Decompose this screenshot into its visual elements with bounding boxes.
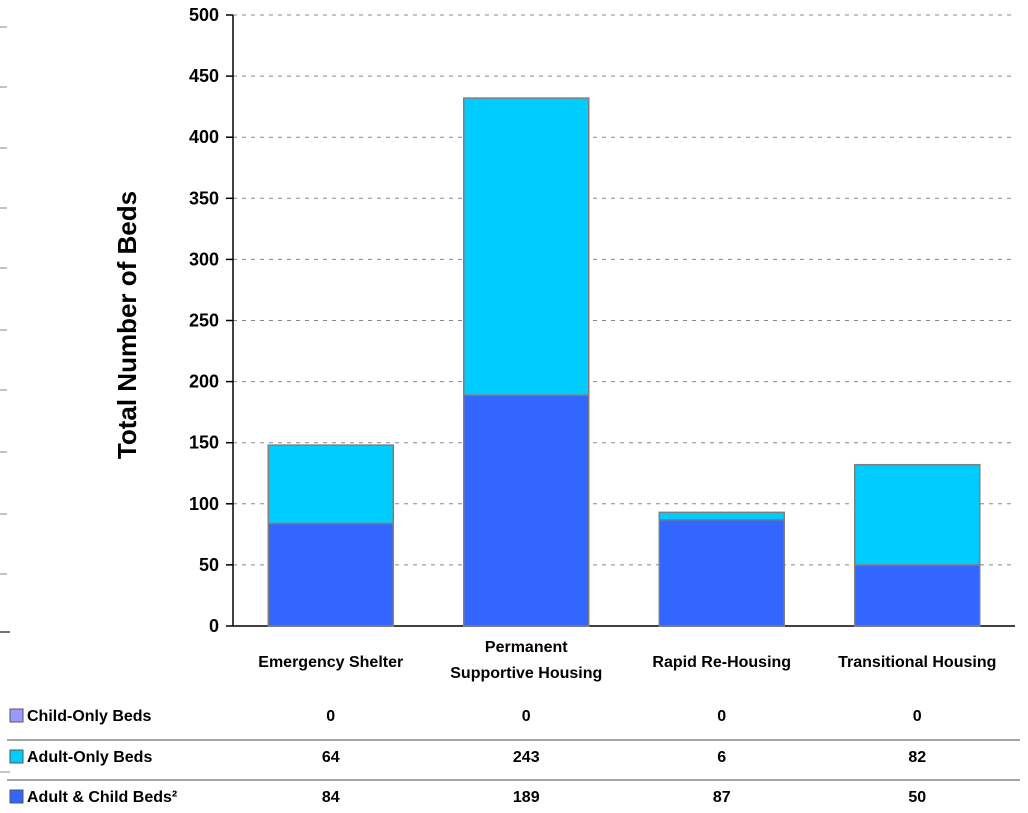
y-tick-label: 50	[199, 555, 219, 575]
y-tick-label: 300	[189, 249, 219, 269]
table-cell-value: 82	[908, 749, 926, 766]
table-cell-value: 87	[713, 789, 731, 806]
y-tick-label: 100	[189, 494, 219, 514]
table-cell-value: 0	[522, 708, 531, 725]
x-category-label: Permanent	[485, 639, 568, 656]
bar-segment	[658, 511, 785, 521]
table-cell-value: 189	[513, 789, 540, 806]
x-category-label: Transitional Housing	[838, 654, 996, 671]
bars	[267, 97, 981, 627]
bar-segment	[463, 97, 590, 396]
y-tick-label: 0	[209, 616, 219, 636]
x-category-label: Rapid Re-Housing	[652, 654, 791, 671]
y-tick-label: 250	[189, 311, 219, 331]
y-tick-label: 200	[189, 372, 219, 392]
table-cell-value: 243	[513, 749, 540, 766]
table-cell-value: 0	[717, 708, 726, 725]
y-tick-label: 400	[189, 127, 219, 147]
y-tick-label: 350	[189, 188, 219, 208]
y-tick-label: 450	[189, 66, 219, 86]
data-table: Child-Only Beds 0 0 0 0 Adult-Only Beds 64 243 6…	[7, 708, 1020, 806]
x-category-label: Emergency Shelter	[258, 654, 403, 671]
bar-segment	[267, 444, 394, 525]
table-cell-value: 0	[913, 708, 922, 725]
table-cell-value: 6	[717, 749, 726, 766]
legend-swatch	[9, 708, 24, 723]
x-category-label: Supportive Housing	[450, 665, 602, 682]
table-cell-value: 50	[908, 789, 926, 806]
table-cell-value: 84	[322, 789, 340, 806]
legend-swatch	[9, 789, 24, 804]
table-cell-value: 64	[322, 749, 340, 766]
table-row-label: Adult & Child Beds²	[27, 789, 177, 806]
table-row-label: Child-Only Beds	[27, 708, 152, 725]
y-axis-label: Total Number of Beds	[112, 191, 142, 459]
y-tick-labels: 0 50 100 150 200 250 300 350 400 450 500	[189, 5, 233, 636]
y-tick-label: 500	[189, 5, 219, 25]
bar-segment	[267, 522, 394, 627]
bar-segment	[854, 564, 981, 627]
y-tick-label: 150	[189, 433, 219, 453]
category-labels: Emergency Shelter Permanent Supportive Hou…	[258, 639, 996, 682]
bar-segment	[658, 518, 785, 627]
bar-segment	[854, 463, 981, 566]
table-row-label: Adult-Only Beds	[27, 749, 152, 766]
legend-swatch	[9, 749, 24, 764]
bar-segment	[463, 394, 590, 627]
table-cell-value: 0	[326, 708, 335, 725]
left-edge-dashes	[0, 26, 10, 773]
